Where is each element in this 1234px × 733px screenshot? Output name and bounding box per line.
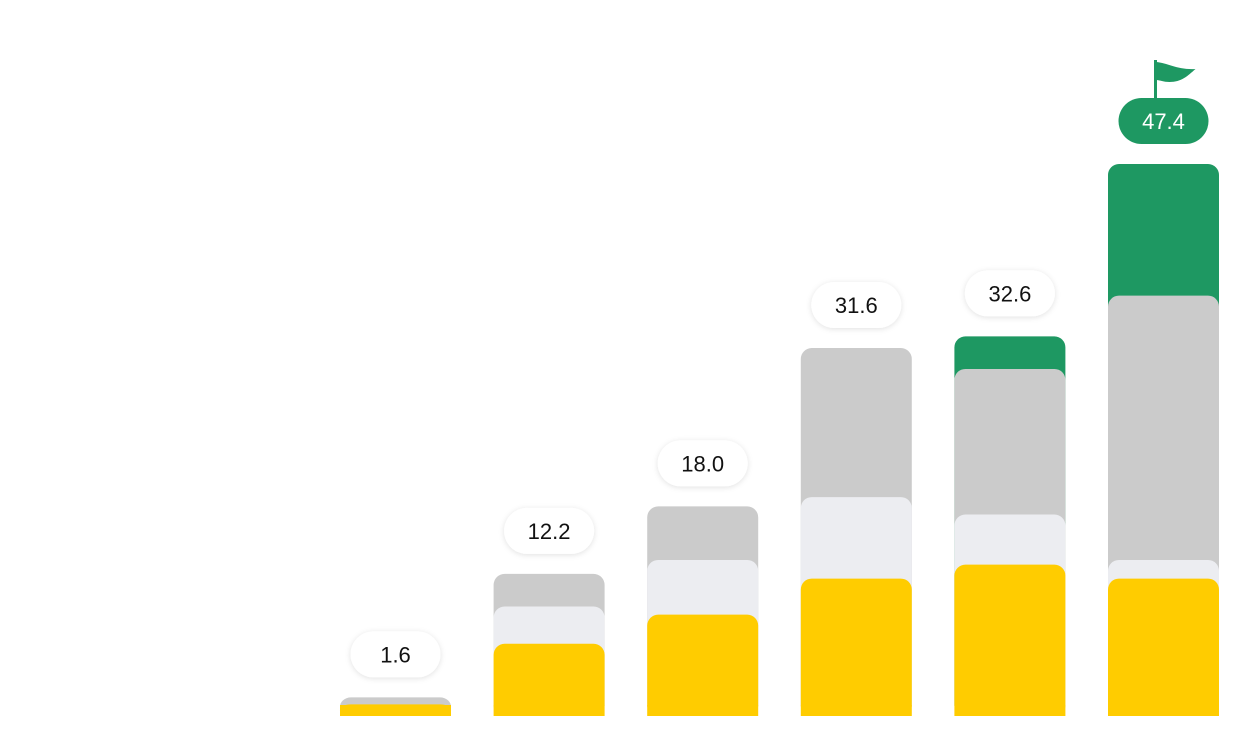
value-label-bubble: [504, 507, 595, 554]
bar-base: [647, 705, 759, 716]
bar-base: [800, 705, 912, 716]
value-label-bubble: [1118, 98, 1209, 144]
value-label-text: 32.6: [988, 281, 1031, 306]
bars-layer: [340, 164, 1219, 716]
flag-icon: [1154, 60, 1196, 100]
value-label-text: 18.0: [681, 451, 724, 476]
value-label: 12.2: [504, 507, 595, 554]
value-label-bubble: [350, 631, 441, 678]
bar-segment: [800, 578, 912, 716]
value-label-text: 12.2: [528, 519, 571, 544]
value-label-bubble: [811, 282, 902, 328]
bar-group: [493, 573, 605, 716]
value-label: 18.0: [657, 440, 748, 487]
bar-group: [340, 697, 451, 716]
bar-group: [800, 348, 912, 716]
bar-segment: [954, 564, 1066, 716]
value-label: 1.6: [350, 631, 441, 678]
bar-segment: [1108, 578, 1219, 716]
value-label-text: 1.6: [380, 642, 411, 667]
value-label-text: 31.6: [835, 293, 878, 318]
value-label-bubble: [657, 440, 748, 487]
value-label: 32.6: [964, 270, 1055, 317]
bar-base: [954, 705, 1066, 716]
bar-group: [647, 506, 759, 716]
value-label: 31.6: [811, 282, 902, 328]
value-label-text: 47.4: [1142, 109, 1185, 134]
value-label-bubble: [964, 270, 1055, 317]
bar-base: [340, 705, 451, 716]
bar-segment: [647, 614, 759, 716]
value-labels-layer: 1.6 12.2 18.0 31.6 32.6 47.4: [350, 60, 1209, 678]
bar-segment: [493, 643, 605, 716]
bar-base: [493, 705, 605, 716]
bar-group: [1108, 164, 1219, 716]
value-label-highlight: 47.4: [1118, 98, 1209, 144]
bar-base: [1108, 705, 1219, 716]
bar-group: [954, 336, 1066, 716]
